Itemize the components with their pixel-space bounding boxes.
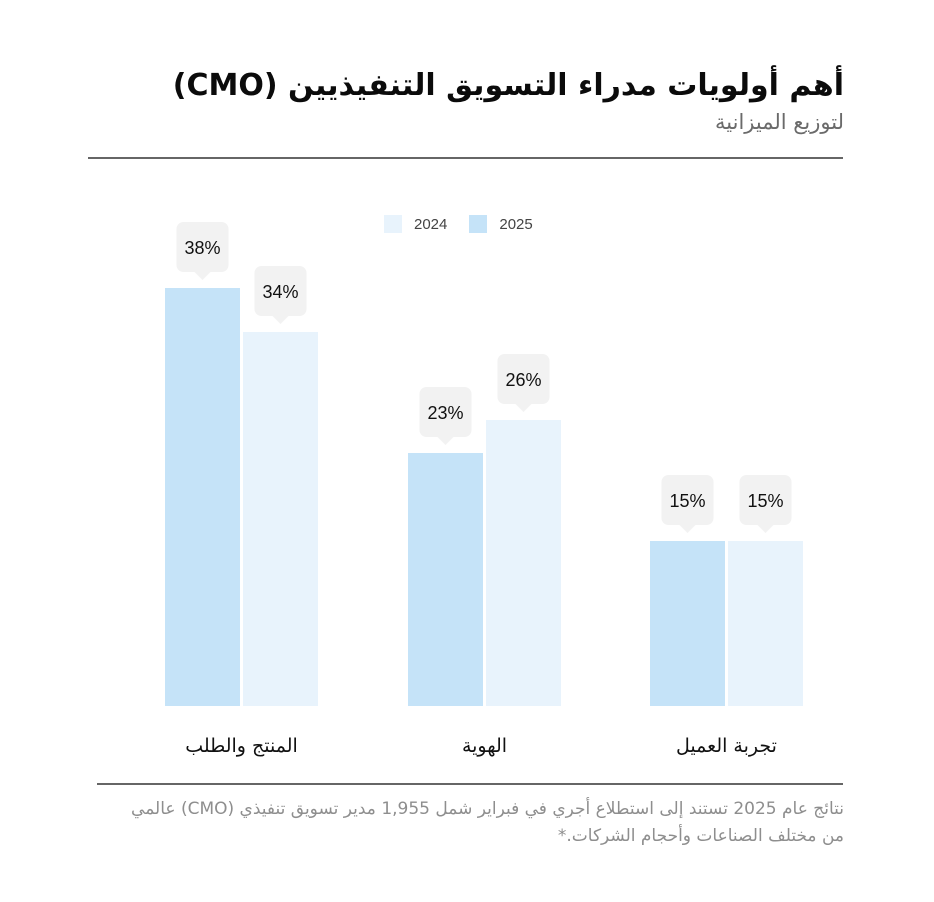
- chart-legend: 2024 2025: [384, 214, 555, 234]
- value-label-2024-2: 26%: [505, 370, 541, 390]
- value-bubble-pointer-2024-1: [272, 316, 289, 324]
- legend-swatch-2025: [469, 215, 488, 233]
- bar-2025-1: [165, 288, 240, 706]
- value-bubble-pointer-2024-2: [515, 404, 532, 412]
- top-divider: [88, 157, 843, 159]
- value-bubble-2025-3: [661, 475, 714, 525]
- legend-item-2024: 2024: [384, 215, 447, 233]
- bar-2024-1: [243, 332, 318, 706]
- value-bubble-pointer-2025-2: [437, 437, 454, 445]
- category-label-2: الهوية: [462, 735, 507, 757]
- value-bubble-2024-2: [497, 354, 550, 404]
- bottom-divider: [97, 783, 843, 785]
- value-label-2024-1: 34%: [262, 282, 298, 302]
- value-label-2025-1: 38%: [184, 238, 220, 258]
- value-label-2025-2: 23%: [427, 403, 463, 423]
- chart-title: أهم أولويات مدراء التسويق التنفيذيين (CM…: [172, 68, 844, 103]
- legend-label-2024: 2024: [414, 215, 448, 233]
- legend-item-2025: 2025: [469, 215, 533, 233]
- value-bubble-2024-1: [254, 266, 307, 316]
- value-bubble-2025-1: [176, 222, 229, 272]
- bar-2025-2: [408, 453, 483, 706]
- chart-subtitle: لتوزيع الميزانية: [715, 110, 844, 134]
- bar-2024-2: [486, 420, 561, 706]
- bar-2025-3: [650, 541, 725, 706]
- value-bubble-2024-3: [739, 475, 792, 525]
- bar-2024-3: [728, 541, 803, 706]
- value-label-2025-3: 15%: [669, 491, 705, 511]
- value-label-2024-3: 15%: [747, 491, 783, 511]
- value-bubble-pointer-2025-1: [194, 272, 211, 280]
- category-label-3: تجربة العميل: [676, 735, 777, 757]
- footnote: نتائج عام 2025 تستند إلى استطلاع أجري في…: [131, 799, 844, 846]
- value-bubble-pointer-2025-3: [679, 525, 696, 533]
- legend-label-2025: 2025: [499, 215, 533, 233]
- category-label-1: المنتج والطلب: [185, 735, 298, 757]
- value-bubble-pointer-2024-3: [757, 525, 774, 533]
- legend-swatch-2024: [384, 215, 402, 233]
- value-bubble-2025-2: [419, 387, 472, 437]
